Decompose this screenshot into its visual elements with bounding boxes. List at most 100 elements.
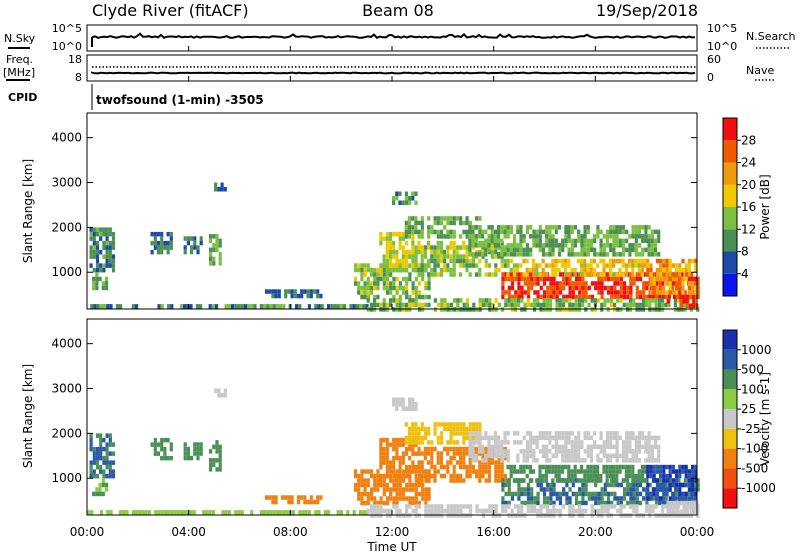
power-cell	[296, 293, 301, 299]
velocity-cell	[421, 482, 425, 488]
nsky-left-tick-bottom: 10^0	[52, 40, 82, 53]
power-cell	[401, 245, 405, 250]
power-cell	[542, 294, 547, 300]
power-cell	[414, 263, 418, 268]
power-cell	[592, 258, 596, 264]
velocity-cell	[209, 458, 213, 463]
velocity-cell	[574, 496, 579, 501]
power-cell	[574, 294, 579, 300]
velocity-cell	[408, 464, 412, 470]
power-cell	[427, 234, 431, 239]
power-cell	[449, 258, 453, 264]
velocity-cell	[108, 437, 112, 443]
velocity-cell	[580, 478, 584, 483]
velocity-cell	[411, 508, 415, 514]
power-cell	[600, 276, 604, 282]
power-cell	[401, 285, 406, 291]
velocity-cell	[388, 442, 393, 447]
power-cell	[538, 238, 542, 244]
power-cell	[546, 290, 550, 295]
velocity-cell	[452, 422, 456, 427]
power-cell	[613, 302, 617, 308]
velocity-cell	[160, 446, 164, 452]
velocity-cell	[477, 431, 481, 436]
power-cell	[517, 294, 521, 300]
power-cell	[603, 298, 607, 303]
power-cell	[657, 234, 661, 239]
power-cell	[215, 238, 219, 244]
velocity-cell	[539, 487, 543, 492]
power-cell	[439, 216, 444, 221]
power-cell	[215, 234, 219, 239]
velocity-cell	[501, 496, 505, 501]
power-cell	[564, 243, 568, 248]
power-cell	[392, 240, 396, 246]
power-cell	[404, 267, 409, 273]
velocity-cell	[657, 458, 661, 463]
power-cell	[465, 220, 469, 226]
velocity-cell	[530, 491, 534, 497]
power-cell	[577, 302, 581, 308]
power-cell	[551, 272, 555, 277]
velocity-cell	[398, 464, 402, 470]
velocity-cell	[691, 478, 695, 483]
power-cell	[163, 245, 167, 250]
velocity-cell	[635, 482, 639, 488]
power-cell	[493, 234, 497, 239]
power-cell	[363, 281, 367, 286]
velocity-cell	[501, 508, 505, 514]
power-cell	[439, 258, 443, 264]
power-cell	[95, 249, 100, 255]
velocity-cell	[169, 446, 173, 452]
velocity-cell	[484, 453, 488, 459]
velocity-cell	[567, 458, 571, 463]
velocity-cell	[532, 435, 536, 441]
power-cell	[634, 243, 638, 248]
power-cell	[423, 263, 427, 268]
velocity-cell	[570, 478, 574, 483]
velocity-cell	[459, 455, 463, 461]
power-cell	[509, 247, 513, 253]
velocity-cell	[439, 460, 443, 465]
power-cell	[490, 225, 494, 230]
power-cell	[279, 304, 283, 309]
power-cell	[675, 281, 679, 286]
power-patch	[392, 191, 418, 205]
power-cell	[433, 220, 437, 226]
velocity-cell	[359, 510, 363, 515]
velocity-cell	[183, 442, 187, 447]
velocity-cell	[628, 464, 632, 470]
velocity-cell	[89, 464, 93, 470]
power-cell	[95, 281, 99, 286]
power-cell	[519, 252, 523, 257]
velocity-colorbar-segment	[723, 488, 737, 508]
power-cell	[497, 238, 501, 244]
power-cell	[637, 252, 642, 257]
power-cell	[589, 243, 594, 248]
power-cell	[649, 285, 653, 291]
velocity-cell	[227, 510, 231, 515]
power-cell	[408, 249, 412, 255]
velocity-cell	[221, 510, 225, 515]
velocity-cell	[183, 451, 187, 456]
power-cell	[500, 229, 504, 235]
velocity-cell	[662, 469, 666, 474]
power-cell	[615, 234, 619, 239]
velocity-cell	[287, 499, 291, 505]
power-cell	[507, 298, 511, 303]
power-cell	[545, 234, 549, 239]
velocity-cell	[624, 464, 628, 470]
velocity-cell	[554, 440, 558, 445]
velocity-cell	[469, 504, 473, 509]
velocity-cell	[602, 464, 606, 470]
velocity-cell	[626, 491, 630, 497]
power-cell	[477, 225, 481, 230]
velocity-ytick-label: 3000	[51, 382, 82, 396]
power-cell	[398, 200, 402, 205]
power-cell	[514, 276, 518, 282]
velocity-cell	[653, 458, 658, 463]
velocity-cell	[105, 473, 109, 479]
power-cell	[631, 225, 635, 230]
velocity-cell	[516, 440, 520, 445]
power-cell	[606, 290, 611, 295]
